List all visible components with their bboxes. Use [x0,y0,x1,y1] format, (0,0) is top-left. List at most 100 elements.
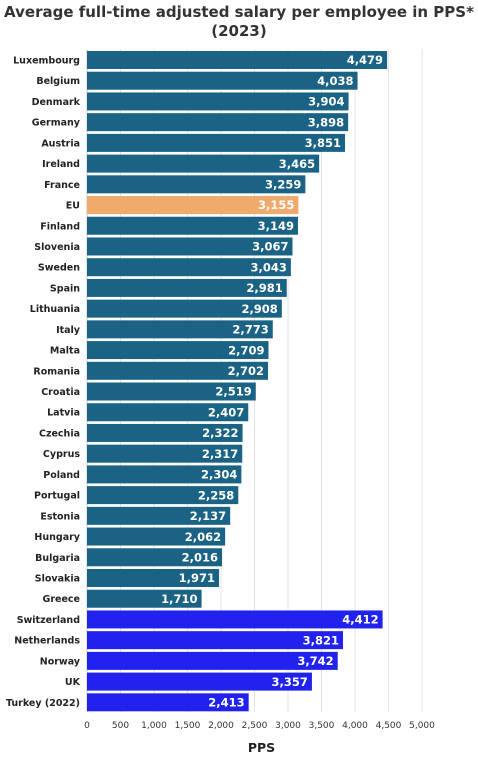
x-tick-label: 2,000 [208,721,234,731]
category-label: Italy [56,325,81,336]
data-label: 2,773 [232,323,268,337]
bar [87,237,293,256]
data-label: 3,155 [258,198,294,212]
data-label: 3,904 [308,95,344,109]
data-label: 3,357 [272,675,308,689]
category-label: UK [65,677,81,688]
category-label: France [44,180,80,191]
bar [87,216,298,235]
bar [87,423,243,442]
bar [87,569,220,587]
data-label: 2,304 [201,468,237,482]
category-label: Greece [43,594,80,605]
x-axis-ticks: 0 500 1,000 1,500 2,000 2,500 3,000 3,500 4,000 4… [84,721,435,731]
category-label: Portugal [34,491,80,502]
bar [87,361,269,380]
data-label: 3,821 [303,633,339,647]
x-tick-label: 500 [112,721,129,731]
data-label: 3,465 [279,157,315,171]
chart-title-line-1: Average full-time adjusted salary per em… [4,3,474,21]
category-label: Latvia [47,408,80,419]
data-label: 2,016 [182,550,218,564]
data-label: 4,479 [347,53,383,67]
category-label: Sweden [38,263,80,274]
category-labels: Luxembourg Belgium Denmark Germany Austria Ir… [6,56,81,709]
category-label: Estonia [40,511,80,522]
data-label: 2,062 [185,530,221,544]
category-label: Slovenia [34,242,80,253]
x-axis-title: PPS [248,740,275,755]
x-tick-label: 4,000 [342,721,368,731]
bar [87,51,388,69]
bar [87,486,239,505]
data-label: 4,038 [317,74,353,88]
bar [87,672,312,691]
category-label: Luxembourg [13,56,80,67]
category-label: Turkey (2022) [6,698,80,709]
data-label: 1,710 [161,592,197,606]
category-label: Slovakia [35,574,80,585]
bar [87,610,383,629]
category-label: Malta [50,346,80,357]
category-label: Czechia [39,428,80,439]
data-label: 2,908 [241,302,277,316]
category-label: Netherlands [14,636,80,647]
x-tick-label: 5,000 [409,721,435,731]
data-label: 4,412 [342,613,378,627]
category-label: Austria [41,138,80,149]
category-label: Cyprus [43,449,80,460]
category-label: Hungary [34,532,80,543]
chart-title-line-2: (2023) [211,22,267,40]
bar [87,299,282,318]
data-label: 2,413 [208,696,244,710]
data-label: 2,702 [228,364,264,378]
category-label: EU [66,201,80,212]
data-label: 2,258 [198,488,234,502]
bar [87,506,231,525]
bar [87,631,344,650]
x-tick-label: 0 [84,721,90,731]
data-label: 2,709 [228,343,264,357]
category-label: Switzerland [17,615,80,626]
bars [87,51,388,712]
bar [87,258,291,277]
bar [87,465,242,484]
bar [87,278,287,297]
bar [87,341,269,360]
bar [87,113,349,132]
bar [87,196,299,215]
data-label: 2,519 [215,385,251,399]
bar [87,382,256,401]
bar [87,71,358,90]
data-label: 2,981 [246,281,282,295]
data-label: 3,043 [250,260,286,274]
x-tick-label: 1,000 [141,721,167,731]
data-label: 2,407 [208,405,244,419]
bar [87,444,243,463]
data-label: 3,149 [258,219,294,233]
chart-title: Average full-time adjusted salary per em… [0,3,478,41]
category-label: Lithuania [30,304,80,315]
data-label: 3,851 [305,136,341,150]
category-label: Croatia [41,387,80,398]
category-label: Finland [40,221,80,232]
data-label: 2,322 [202,426,238,440]
bar [87,651,338,670]
category-label: Germany [32,118,81,129]
category-label: Denmark [32,97,81,108]
data-label: 1,971 [179,571,215,585]
category-label: Bulgaria [35,553,80,564]
category-label: Spain [50,283,80,294]
category-label: Romania [33,366,80,377]
x-tick-label: 2,500 [242,721,268,731]
bar [87,175,306,194]
bar [87,548,223,567]
x-tick-label: 1,500 [175,721,201,731]
bar [87,693,249,712]
bar [87,92,349,111]
data-label: 2,137 [190,509,226,523]
category-label: Poland [43,470,80,481]
bar [87,403,249,422]
value-labels: 4,479 4,038 3,904 3,898 3,851 3,465 3,259 3,155… [161,53,383,709]
